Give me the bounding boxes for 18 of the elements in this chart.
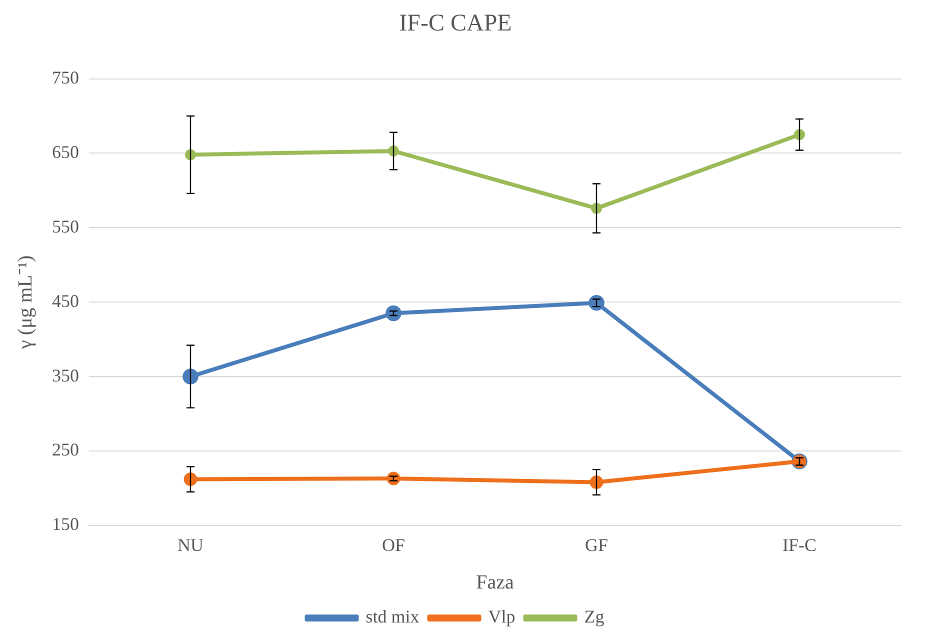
y-tick-label: 150 xyxy=(52,514,79,534)
y-tick-label: 550 xyxy=(52,216,79,236)
y-tick-label: 350 xyxy=(52,365,79,386)
legend-label: Zg xyxy=(584,606,604,627)
x-axis-title: Faza xyxy=(476,571,514,594)
chart-title: IF-C CAPE xyxy=(399,10,512,37)
y-tick-label: 250 xyxy=(52,440,79,460)
x-tick-label: IF-C xyxy=(782,534,817,555)
legend-label: std mix xyxy=(366,606,420,627)
point xyxy=(588,294,604,311)
legend-label: Vlp xyxy=(488,606,516,627)
y-tick-label: 750 xyxy=(52,68,79,88)
y-tick-label: 450 xyxy=(52,290,79,311)
y-axis-title: γ (μg mL⁻¹) xyxy=(14,255,36,350)
x-tick-label: NU xyxy=(178,534,204,555)
x-tick-label: OF xyxy=(382,534,406,555)
x-tick-label: GF xyxy=(584,534,608,555)
y-tick-label: 650 xyxy=(52,142,79,162)
